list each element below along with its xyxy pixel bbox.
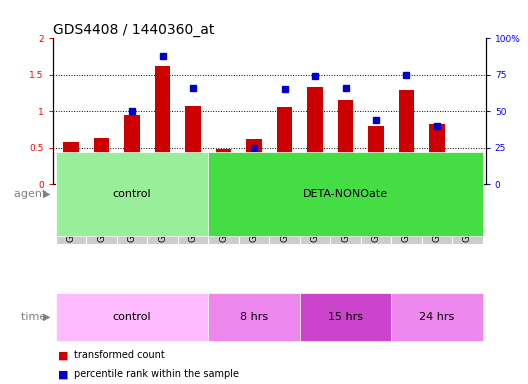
Text: 8 hrs: 8 hrs [240,312,268,322]
Bar [209,184,239,244]
Text: ■: ■ [58,369,69,379]
Bar [452,184,483,244]
Text: ■: ■ [58,350,69,360]
Bar [185,106,201,184]
Bar [391,293,483,341]
Bar [338,101,353,184]
Bar [56,184,87,244]
Bar [277,107,292,184]
Bar [307,86,323,184]
Bar [155,66,170,184]
Bar [361,184,391,244]
Bar [369,126,384,184]
Text: transformed count: transformed count [74,350,165,360]
Bar [209,152,483,236]
Text: ▶: ▶ [43,312,50,322]
Text: 15 hrs: 15 hrs [328,312,363,322]
Bar [422,184,452,244]
Text: GSM549083: GSM549083 [158,187,167,242]
Bar [56,152,209,236]
Bar [117,184,147,244]
Text: GSM549085: GSM549085 [219,187,228,242]
Text: control: control [113,312,152,322]
Bar [63,142,79,184]
Text: GSM549080: GSM549080 [67,187,76,242]
Text: GSM549087: GSM549087 [280,187,289,242]
Text: GSM549088: GSM549088 [310,187,319,242]
Text: ▶: ▶ [43,189,50,199]
Text: 24 hrs: 24 hrs [419,312,455,322]
Bar [125,115,140,184]
Bar [178,184,209,244]
Text: GSM549086: GSM549086 [250,187,259,242]
Bar [330,184,361,244]
Text: GSM549081: GSM549081 [97,187,106,242]
Bar [239,184,269,244]
Text: GSM549092: GSM549092 [432,187,441,242]
Text: GSM549093: GSM549093 [463,187,472,242]
Text: percentile rank within the sample: percentile rank within the sample [74,369,239,379]
Bar [87,184,117,244]
Bar [269,184,300,244]
Bar [216,149,231,184]
Bar [460,178,475,184]
Text: control: control [113,189,152,199]
Bar [247,139,262,184]
Text: GSM549084: GSM549084 [188,187,197,242]
Bar [209,293,300,341]
Bar [391,184,422,244]
Bar [399,90,414,184]
Text: GSM549091: GSM549091 [402,187,411,242]
Text: GDS4408 / 1440360_at: GDS4408 / 1440360_at [53,23,214,37]
Text: GSM549089: GSM549089 [341,187,350,242]
Bar [300,293,391,341]
Bar [56,293,209,341]
Bar [94,137,109,184]
Bar [147,184,178,244]
Text: agent: agent [14,189,50,199]
Bar [300,184,330,244]
Text: DETA-NONOate: DETA-NONOate [303,189,388,199]
Text: time: time [22,312,50,322]
Bar [429,124,445,184]
Text: GSM549090: GSM549090 [372,187,381,242]
Text: GSM549082: GSM549082 [128,187,137,242]
